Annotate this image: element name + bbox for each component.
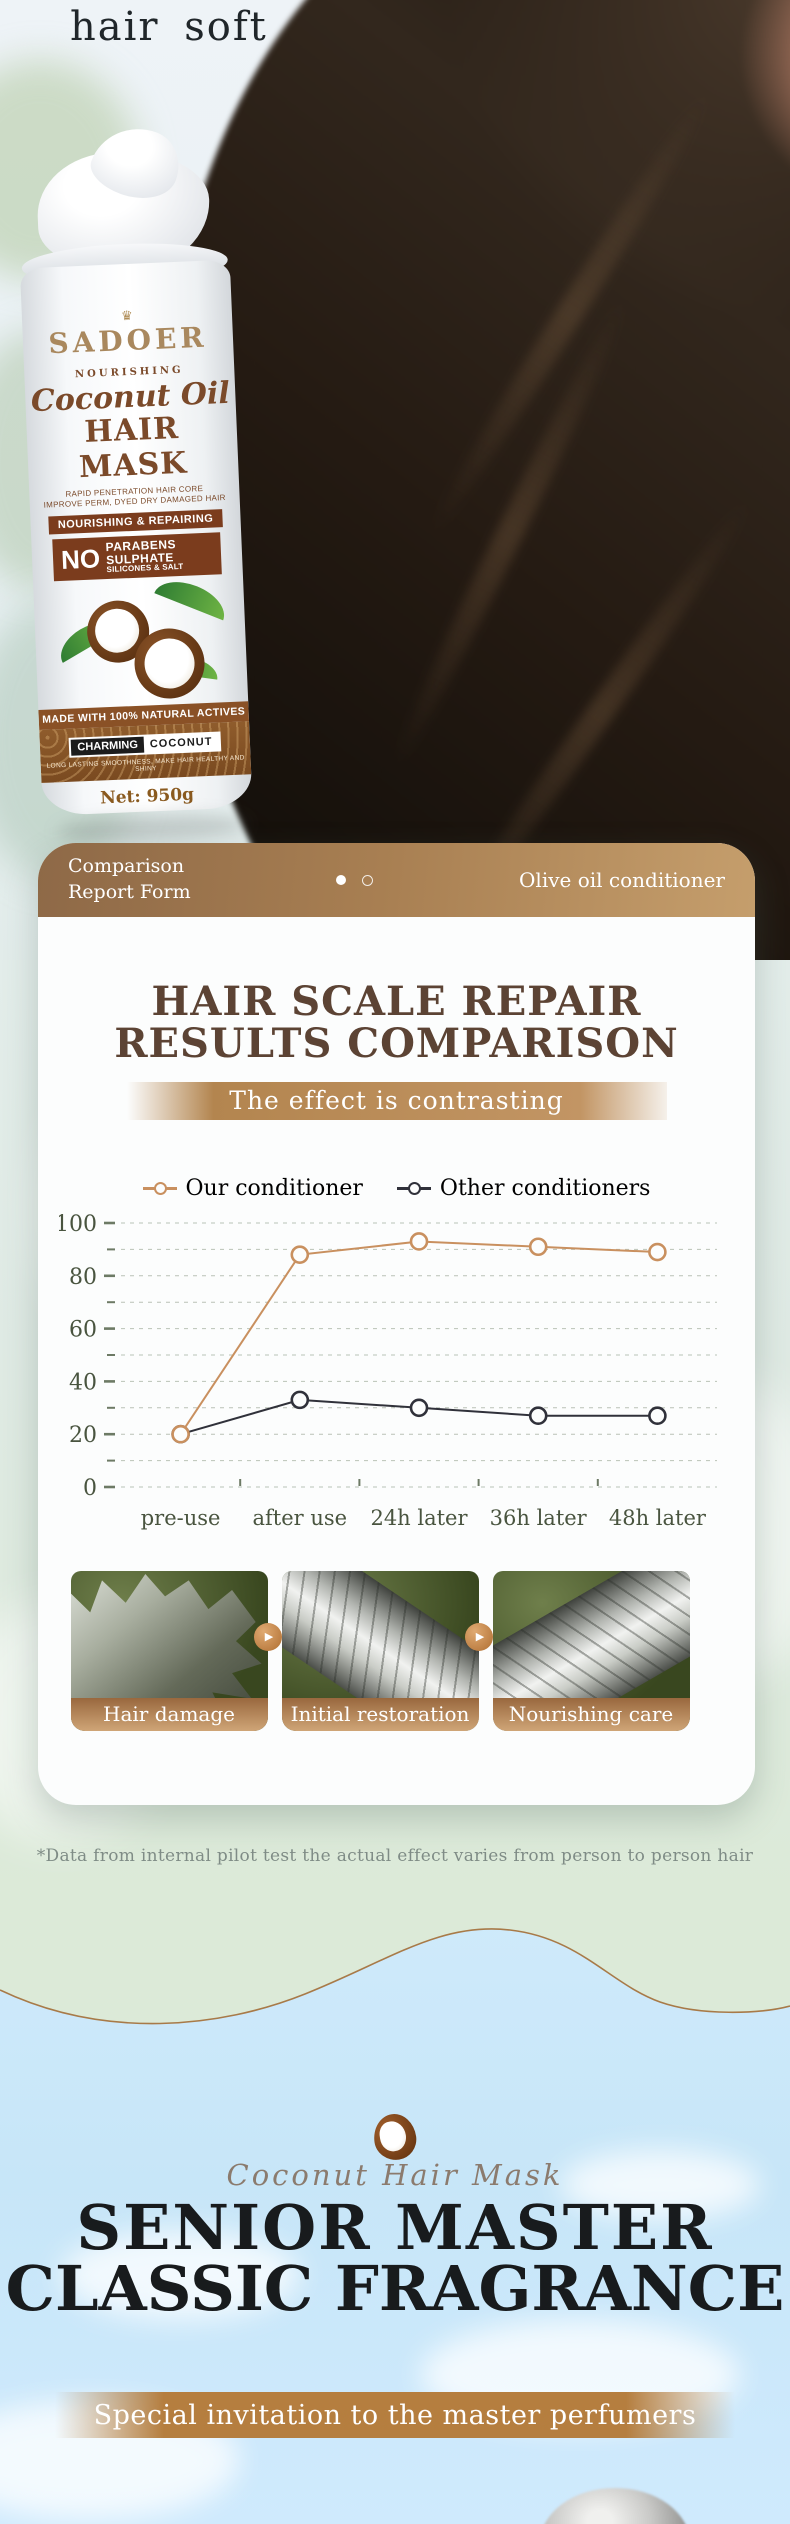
fragrance-title-line1: SENIOR MASTER [76,2191,714,2264]
product-name: HAIR MASK [78,410,189,486]
comparison-report-card: Comparison Report Form Olive oil conditi… [38,843,755,1805]
bottle-body: ♛ SADOER NOURISHING Coconut Oil HAIR MAS… [19,259,253,816]
chart-area: 0 20 40 60 80 100 pre-use after use 24h later 36h… [38,1205,755,1545]
legend-item-our: Our conditioner [142,1175,363,1201]
stage-label: Nourishing care [492,1697,690,1731]
comparison-product-label: Olive oil conditioner [519,868,725,892]
effect-banner: The effect is contrasting [126,1081,667,1120]
svg-text:after use: after use [252,1506,347,1530]
carousel-dot[interactable] [362,874,374,886]
claim-banner: NOURISHING & REPAIRING [48,509,223,535]
model-hair-photo [190,0,790,962]
hair-mass [190,0,790,962]
stage-image-row: Hair damage Initial restoration Nourishi… [70,1570,723,1731]
legend-label-our: Our conditioner [185,1175,363,1201]
legend-item-other: Other conditioners [396,1175,651,1201]
card-header-title: Comparison Report Form [68,854,191,905]
svg-text:40: 40 [69,1370,97,1395]
section-title-line1: HAIR SCALE REPAIR [151,978,642,1025]
legend-marker-our [142,1181,177,1196]
svg-text:48h later: 48h later [608,1506,706,1530]
fragrance-title: SENIOR MASTER CLASSIC FRAGRANCE [0,2191,790,2325]
perfumer-banner: Special invitation to the master perfume… [55,2392,735,2438]
next-stage-arrow-icon[interactable]: ▶ [464,1622,493,1651]
svg-text:0: 0 [83,1476,97,1501]
stage-label: Initial restoration [281,1697,479,1731]
product-bottle: ♛ SADOER NOURISHING Coconut Oil HAIR MAS… [8,115,262,846]
svg-text:20: 20 [69,1423,97,1448]
disclaimer-footnote: *Data from internal pilot test the actua… [36,1846,754,1866]
wavy-divider [0,1898,790,2025]
charming-coconut-pill: CHARMING COCONUT [68,731,221,758]
svg-text:36h later: 36h later [489,1506,587,1530]
stage-tile-damage: Hair damage [70,1570,268,1731]
cloud [560,2150,760,2220]
card-header-title-line2: Report Form [68,881,191,903]
fragrance-script-label: Coconut Hair Mask [226,2158,564,2192]
stage-label: Hair damage [70,1697,268,1731]
no-item-silicones: SILICONES & SALT [106,562,184,575]
no-ingredients-box: NO PARABENS SULPHATE SILICONES & SALT [52,532,222,581]
stage-tile-restoration: Initial restoration [281,1570,479,1731]
carousel-dots [336,874,374,886]
hero-headline: hair soft [70,4,268,50]
coconut-flesh [377,2119,408,2153]
card-header-title-line1: Comparison [68,855,185,878]
card-header: Comparison Report Form Olive oil conditi… [38,843,755,917]
no-label: NO [60,543,101,575]
section-title-line2: RESULTS COMPARISON [114,1020,679,1068]
coconut-tag: COCONUT [149,735,213,750]
chart-legend: Our conditioner Other conditioners [38,1176,755,1201]
section-title: HAIR SCALE REPAIR RESULTS COMPARISON [38,978,755,1068]
coconut-illustration [33,572,248,710]
comparison-line-chart: 0 20 40 60 80 100 pre-use after use 24h later 36h… [55,1212,717,1530]
net-weight: Net: 950g [99,784,195,809]
svg-text:60: 60 [69,1317,97,1342]
svg-text:24h later: 24h later [370,1506,468,1530]
svg-text:pre-use: pre-use [140,1506,220,1530]
carousel-dot-active[interactable] [336,875,347,885]
legend-label-other: Other conditioners [439,1175,651,1201]
svg-text:80: 80 [69,1265,97,1290]
cloud [60,2230,300,2320]
charming-tag: CHARMING [71,736,145,756]
svg-text:100: 100 [59,1212,97,1237]
stage-tile-care: Nourishing care [492,1570,690,1731]
fragrance-title-line2: CLASSIC FRAGRANCE [5,2251,785,2325]
ornate-band: CHARMING COCONUT LONG LASTING SMOOTHNESS… [39,720,252,783]
next-stage-arrow-icon[interactable]: ▶ [253,1622,282,1651]
palm-leaf [154,572,232,620]
brand-logo: SADOER [47,320,209,361]
legend-marker-other [396,1181,431,1196]
bottle-label: ♛ SADOER NOURISHING Coconut Oil HAIR MAS… [22,308,253,816]
